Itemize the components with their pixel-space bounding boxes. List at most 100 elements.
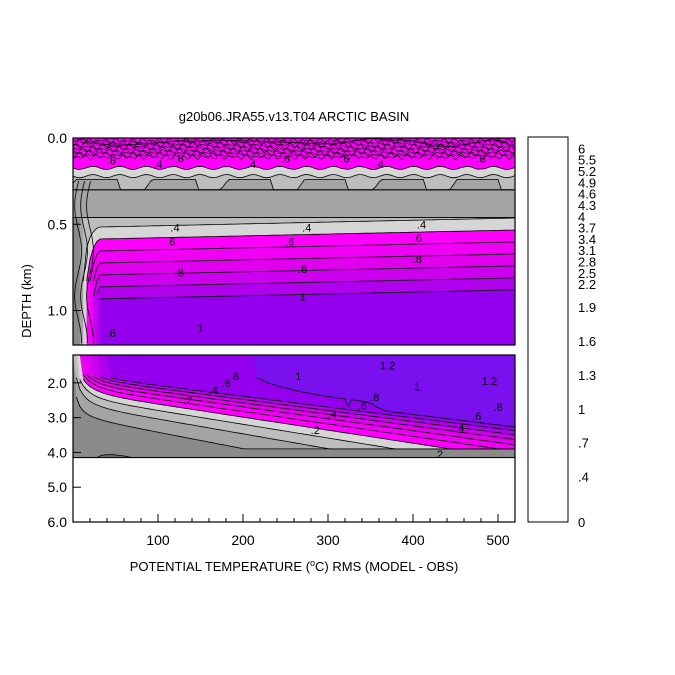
lower-contour-0.4 bbox=[79, 379, 515, 450]
y-tick-label: 5.0 bbox=[48, 479, 68, 495]
x-tick-label: 200 bbox=[231, 532, 255, 548]
contour-label: .6 bbox=[476, 154, 485, 166]
lower-contour-1 bbox=[110, 377, 515, 432]
contour-label: .8 bbox=[230, 371, 239, 383]
surface-band-0.5 bbox=[73, 138, 515, 170]
y-tick-label: 0.0 bbox=[48, 130, 68, 146]
colorbar-label: 1.9 bbox=[578, 300, 596, 315]
y-tick-label: 2.0 bbox=[48, 375, 68, 391]
contour-label: .6 bbox=[413, 233, 422, 245]
contour-label: 1 bbox=[414, 381, 420, 393]
contour-label: 1.2 bbox=[380, 360, 395, 372]
contour-label: .4 bbox=[170, 223, 179, 235]
y-axis-label: DEPTH (km) bbox=[19, 264, 34, 338]
contour-label: .4 bbox=[153, 159, 162, 171]
chart-title: g20b06.JRA55.v13.T04 ARCTIC BASIN bbox=[179, 109, 410, 124]
upper-depth-panel bbox=[72, 137, 516, 346]
x-tick-label: 300 bbox=[316, 532, 340, 548]
y-tick-label: 0.5 bbox=[48, 216, 68, 232]
colorbar: 0 .4 .7 1 1.3 1.6 1.9 2.22.52.83.13.43.744.34.6… bbox=[527, 136, 596, 530]
upper-panel-frame bbox=[72, 137, 516, 346]
upper-edge-contour bbox=[74, 181, 82, 344]
x-tick-label: 100 bbox=[146, 532, 170, 548]
colorbar-label: 0 bbox=[578, 515, 585, 530]
x-tick-label: 400 bbox=[401, 532, 425, 548]
surface-contour-0.5 bbox=[73, 165, 515, 170]
contour-label: .6 bbox=[107, 328, 116, 340]
contour-label: .8 bbox=[413, 254, 422, 266]
colorbar-frame bbox=[527, 136, 569, 523]
colorbar-label: 2.5 bbox=[578, 266, 596, 281]
surface-dense-contour bbox=[73, 138, 515, 144]
contour-label: .4 bbox=[328, 409, 337, 421]
upper-edge-contour bbox=[80, 181, 88, 344]
lower-contour-0.6 bbox=[82, 374, 515, 450]
upper-contour-0.4 bbox=[82, 217, 515, 282]
contour-label: .8 bbox=[298, 264, 307, 276]
surface-dense-contour bbox=[73, 141, 515, 148]
colorbar-label: 5.5 bbox=[578, 153, 596, 168]
colorbar-label: 3.1 bbox=[578, 243, 596, 258]
contour-label: .4 bbox=[455, 423, 464, 435]
surface-contour-0.6 bbox=[79, 138, 509, 148]
contour-label: .6 bbox=[472, 411, 481, 423]
colorbar-label: 6 bbox=[578, 141, 585, 156]
contour-label: .4 bbox=[374, 159, 383, 171]
upper-contour-0.7 bbox=[93, 253, 515, 282]
contour-label: 1 bbox=[295, 371, 301, 383]
y-tick-label: 4.0 bbox=[48, 444, 68, 460]
axes: 100 200 300 400 500 0.0 0.5 1.0 2.0 3.0 4.0 5.0 6.0 bbox=[48, 130, 510, 548]
surface-dense-contour bbox=[73, 151, 515, 159]
colorbar-label: 1 bbox=[578, 402, 585, 417]
x-tick-label: 500 bbox=[486, 532, 510, 548]
contour-label: .2 bbox=[183, 395, 192, 407]
colorbar-label: 1.3 bbox=[578, 368, 596, 383]
contour-label: .6 bbox=[107, 155, 116, 167]
contour-label: .4 bbox=[302, 223, 311, 235]
upper-band-1 bbox=[100, 289, 515, 345]
surface-dense-contour bbox=[73, 145, 515, 153]
contour-label: .2 bbox=[311, 425, 320, 437]
upper-contour-1 bbox=[100, 289, 515, 300]
upper-contour-0.6 bbox=[89, 241, 515, 282]
y-tick-label: 6.0 bbox=[48, 514, 68, 530]
contour-label: .8 bbox=[370, 392, 379, 404]
colorbar-label: 3.7 bbox=[578, 221, 596, 236]
lower-band-1.1 bbox=[73, 355, 515, 427]
upper-contour-0.5 bbox=[86, 229, 515, 282]
colorbar-label: 4.6 bbox=[578, 187, 596, 202]
upper-contour-0.8 bbox=[93, 265, 515, 298]
lower-contour-0.8 bbox=[93, 376, 515, 440]
y-tick-label: 1.0 bbox=[48, 303, 68, 319]
colorbar-label: 2.8 bbox=[578, 255, 596, 270]
contour-label: .6 bbox=[357, 400, 366, 412]
contour-label: 1.2 bbox=[482, 376, 497, 388]
colorbar-label: .7 bbox=[578, 436, 589, 451]
contour-label: .6 bbox=[175, 154, 184, 166]
surface-contour-0.3 bbox=[73, 179, 515, 191]
contour-label: .8 bbox=[493, 402, 502, 414]
surface-dense-contour bbox=[73, 143, 515, 150]
colorbar-label: 4 bbox=[578, 209, 585, 224]
lower-contour-0.7 bbox=[86, 374, 515, 446]
contour-label: .6 bbox=[285, 237, 294, 249]
upper-edge-contour bbox=[86, 181, 94, 344]
contour-label: .4 bbox=[209, 385, 218, 397]
surface-contour-0.4 bbox=[73, 174, 515, 179]
colorbar-label: .4 bbox=[578, 470, 589, 485]
contour-label: 1 bbox=[299, 292, 305, 304]
contour-labels: .6 .4 .6 .4 .6 .6 .4 .6 .4 .4 .4 .6 .6 .6 .8 .8 .8 1 1 .6 .8… bbox=[107, 154, 503, 461]
contour-label: .6 bbox=[281, 154, 290, 166]
contour-label: .6 bbox=[340, 154, 349, 166]
colorbar-label: 2.2 bbox=[578, 277, 596, 292]
lower-contour-1.1 bbox=[256, 377, 515, 428]
colorbar-label: 1.6 bbox=[578, 334, 596, 349]
contour-label: .2 bbox=[434, 449, 443, 461]
surface-dense-contour bbox=[73, 153, 515, 161]
lower-contour-0.9 bbox=[100, 376, 515, 436]
colorbar-label: 4.3 bbox=[578, 198, 596, 213]
colorbar-label: 5.2 bbox=[578, 164, 596, 179]
y-tick-label: 3.0 bbox=[48, 410, 68, 426]
contour-label: .6 bbox=[166, 237, 175, 249]
